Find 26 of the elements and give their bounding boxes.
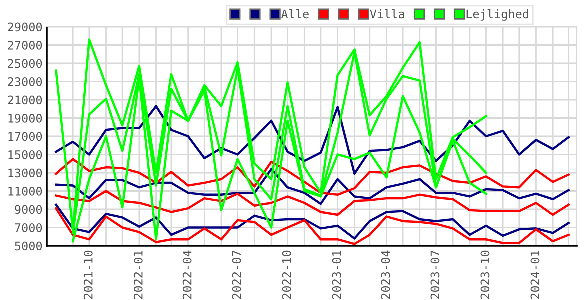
y-tick-label: 5000	[15, 242, 42, 251]
y-tick-label: 25000	[8, 59, 42, 68]
x-tick-label: 2022-07	[232, 251, 242, 300]
y-tick-label: 17000	[8, 132, 42, 142]
y-tick-label: 19000	[8, 114, 42, 123]
x-tick-label: 2023-10	[480, 250, 490, 300]
x-tick-label: 2023-07	[430, 251, 440, 300]
y-tick-label: 15000	[8, 150, 42, 160]
legend-label: Lejlighed	[466, 9, 528, 22]
y-tick-label: 29000	[8, 22, 42, 32]
legend-label: Alle	[281, 9, 309, 19]
y-tick-label: 7000	[15, 224, 42, 232]
x-tick-label: 2022-04	[182, 250, 192, 300]
y-tick-label: 13000	[8, 168, 42, 178]
legend-label: Villa	[370, 9, 404, 19]
x-tick-label: 2023-04	[381, 250, 390, 300]
y-tick-label: 23000	[8, 78, 42, 86]
x-tick-label: 2022-10	[282, 250, 292, 300]
y-tick-label: 11000	[8, 187, 42, 196]
y-tick-label: 9000	[15, 205, 42, 214]
x-tick-label: 2022-01	[134, 250, 143, 300]
x-tick-label: 2021-10	[84, 250, 93, 300]
x-tick-label: 2024-01	[530, 250, 540, 300]
y-tick-label: 27000	[8, 41, 42, 50]
x-tick-label: 2023-01	[332, 250, 342, 300]
y-tick-label: 21000	[8, 96, 42, 105]
